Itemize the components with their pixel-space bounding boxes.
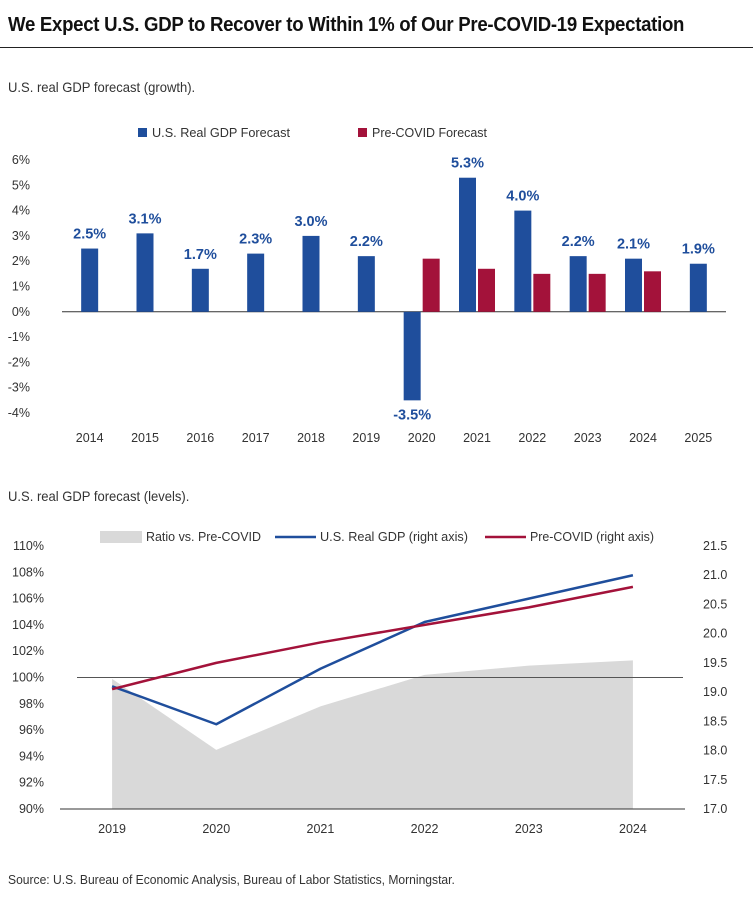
bar-gdp-forecast-2024 <box>625 258 642 312</box>
data-label-2014: 2.5% <box>73 227 106 243</box>
y-left-tick-label: 98% <box>19 697 44 711</box>
data-label-2015: 3.1% <box>128 211 161 227</box>
y-left-tick-label: 94% <box>19 749 44 763</box>
bar-pre-covid-2020 <box>422 258 440 312</box>
bar-gdp-forecast-2022 <box>514 210 532 312</box>
data-label-2023: 2.2% <box>562 234 595 250</box>
y-right-tick-label: 19.5 <box>703 656 727 670</box>
page-title: We Expect U.S. GDP to Recover to Within … <box>8 14 685 36</box>
data-label-2019: 2.2% <box>350 234 383 250</box>
x-tick-label: 2017 <box>242 431 270 445</box>
y-right-tick-label: 18.5 <box>703 714 727 728</box>
y-right-tick-label: 21.5 <box>703 539 727 553</box>
line-pre-covid <box>111 585 634 691</box>
chart2-subtitle: U.S. real GDP forecast (levels). <box>8 488 190 504</box>
bar-gdp-forecast-2019 <box>357 256 375 312</box>
x-tick-label: 2016 <box>186 431 214 445</box>
data-label-2017: 2.3% <box>239 232 272 248</box>
y-tick-label: -4% <box>8 406 30 420</box>
legend-label-gdp: U.S. Real GDP (right axis) <box>320 529 468 544</box>
line-us-real-gdp <box>111 574 634 726</box>
chart1-subtitle: U.S. real GDP forecast (growth). <box>8 79 196 95</box>
bar-pre-covid-2023 <box>588 273 606 312</box>
y-left-tick-label: 100% <box>12 671 44 685</box>
y-tick-label: -2% <box>8 355 30 369</box>
title-rule <box>0 47 753 48</box>
bar-gdp-forecast-2016 <box>191 268 209 312</box>
source-note: Source: U.S. Bureau of Economic Analysis… <box>8 872 455 887</box>
y-left-tick-label: 96% <box>19 723 44 737</box>
y-right-tick-label: 21.0 <box>703 568 727 582</box>
data-label-2024: 2.1% <box>617 237 650 253</box>
y-tick-label: 5% <box>12 178 30 192</box>
data-label-2018: 3.0% <box>294 214 327 230</box>
legend-swatch-2 <box>358 128 367 137</box>
x-tick-label: 2020 <box>408 431 436 445</box>
y-left-tick-label: 106% <box>12 592 44 606</box>
x-tick-label: 2015 <box>131 431 159 445</box>
x-tick-label: 2021 <box>307 822 335 836</box>
bar-gdp-forecast-2018 <box>302 235 320 312</box>
bar-gdp-forecast-2015 <box>136 233 154 312</box>
y-left-tick-label: 102% <box>12 644 44 658</box>
legend-label-1: U.S. Real GDP Forecast <box>152 125 290 140</box>
levels-line-chart: Ratio vs. Pre-COVID U.S. Real GDP (right … <box>12 529 727 836</box>
bar-pre-covid-2022 <box>533 273 551 312</box>
y-left-tick-label: 104% <box>12 618 44 632</box>
bar-gdp-forecast-2025 <box>689 263 707 312</box>
legend-label-2: Pre-COVID Forecast <box>372 125 487 140</box>
y-right-tick-label: 18.0 <box>703 744 727 758</box>
y-right-tick-label: 20.0 <box>703 627 727 641</box>
x-tick-label: 2024 <box>629 431 657 445</box>
y-left-tick-label: 92% <box>19 776 44 790</box>
data-label-2022: 4.0% <box>506 189 539 205</box>
x-tick-label: 2023 <box>574 431 602 445</box>
y-tick-label: -3% <box>8 381 30 395</box>
y-right-tick-label: 19.0 <box>703 685 727 699</box>
legend-swatch-area <box>100 531 142 543</box>
data-label-2021: 5.3% <box>451 156 484 172</box>
bar-pre-covid-2024 <box>644 271 661 312</box>
x-tick-label: 2024 <box>619 822 647 836</box>
x-tick-label: 2020 <box>202 822 230 836</box>
y-tick-label: -1% <box>8 330 30 344</box>
x-tick-label: 2022 <box>518 431 546 445</box>
x-tick-label: 2018 <box>297 431 325 445</box>
y-tick-label: 0% <box>12 305 30 319</box>
bar-gdp-forecast-2023 <box>569 256 587 312</box>
y-tick-label: 1% <box>12 280 30 294</box>
data-label-2016: 1.7% <box>184 247 217 263</box>
y-tick-label: 2% <box>12 254 30 268</box>
y-tick-label: 4% <box>12 204 30 218</box>
bar-gdp-forecast-2020 <box>403 311 421 401</box>
legend-swatch-1 <box>138 128 147 137</box>
growth-bar-chart: U.S. Real GDP Forecast Pre-COVID Forecast… <box>8 125 726 445</box>
x-tick-label: 2019 <box>98 822 126 836</box>
y-right-tick-label: 17.0 <box>703 802 727 816</box>
x-tick-label: 2014 <box>76 431 104 445</box>
area-ratio-vs-pre-covid <box>112 660 633 809</box>
x-tick-label: 2023 <box>515 822 543 836</box>
data-label-2025: 1.9% <box>682 242 715 258</box>
legend-label-area: Ratio vs. Pre-COVID <box>146 529 261 544</box>
x-tick-label: 2021 <box>463 431 491 445</box>
y-right-tick-label: 20.5 <box>703 597 727 611</box>
x-tick-label: 2025 <box>684 431 712 445</box>
y-left-tick-label: 110% <box>13 539 44 553</box>
y-tick-label: 3% <box>12 229 30 243</box>
bar-pre-covid-2021 <box>478 268 495 312</box>
y-left-tick-label: 108% <box>12 565 44 579</box>
x-tick-label: 2019 <box>352 431 380 445</box>
bar-gdp-forecast-2021 <box>459 177 476 312</box>
legend-label-precovid: Pre-COVID (right axis) <box>530 529 654 544</box>
y-left-tick-label: 90% <box>19 802 44 816</box>
y-right-tick-label: 17.5 <box>703 773 727 787</box>
x-tick-label: 2022 <box>411 822 439 836</box>
y-tick-label: 6% <box>12 153 30 167</box>
bar-gdp-forecast-2017 <box>247 253 265 312</box>
bar-gdp-forecast-2014 <box>81 248 99 312</box>
data-label-2020: -3.5% <box>393 407 431 423</box>
